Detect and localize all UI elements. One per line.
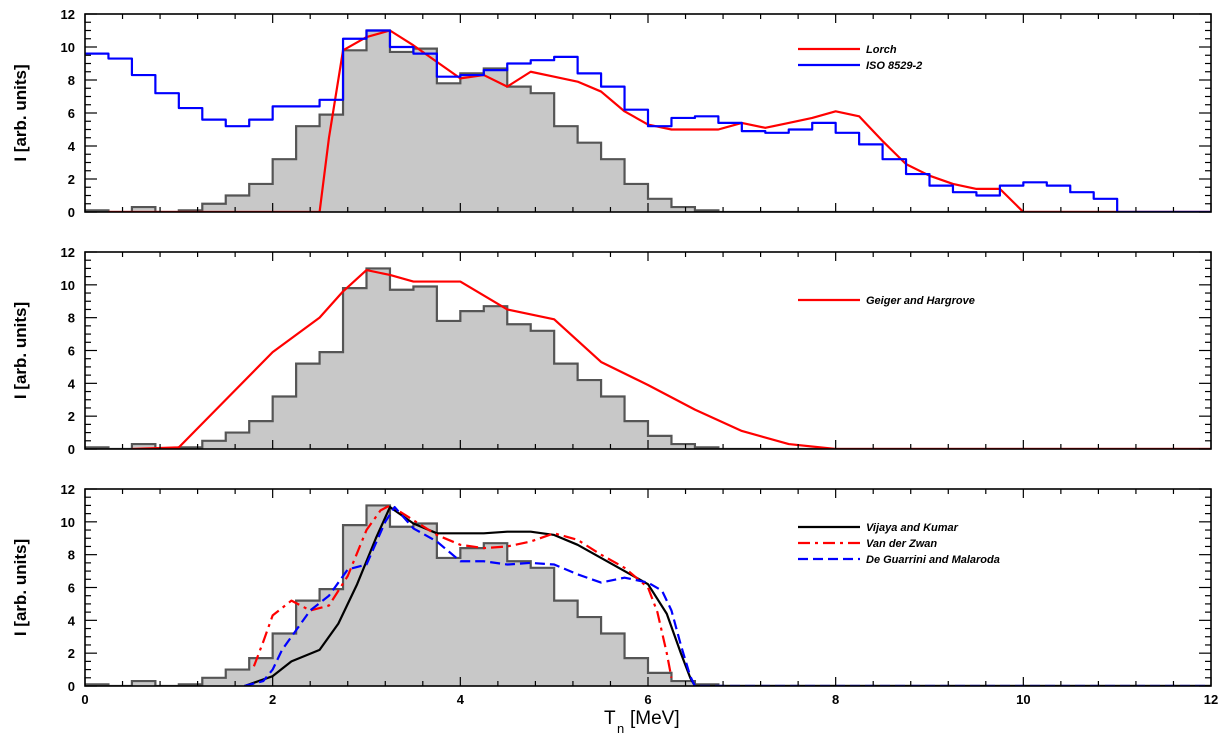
x-axis-label-subscript: n [617, 721, 624, 736]
y-tick-label: 10 [61, 40, 75, 55]
plot-area [85, 29, 1211, 212]
legend-label-1: ISO 8529-2 [866, 60, 922, 72]
y-tick-label: 8 [68, 311, 75, 326]
y-tick-label: 2 [68, 172, 75, 187]
y-tick-label: 2 [68, 646, 75, 661]
x-tick-label: 0 [81, 692, 88, 707]
legend-label-0: Geiger and Hargrove [866, 295, 975, 307]
panel-frame [84, 251, 1212, 450]
y-tick-label: 4 [68, 613, 76, 628]
x-axis-label-unit: [MeV] [630, 708, 680, 729]
legend-label-1: Van der Zwan [866, 538, 937, 550]
histogram-fill [85, 505, 1211, 686]
x-tick-label: 6 [644, 692, 651, 707]
panel-frame [84, 488, 1212, 687]
legend-label-2: De Guarrini and Malaroda [866, 554, 1000, 566]
y-tick-label: 4 [68, 139, 76, 154]
x-tick-label: 12 [1204, 692, 1218, 707]
series-0-1 [85, 29, 1211, 212]
y-tick-label: 12 [61, 482, 75, 497]
x-tick-label: 10 [1016, 692, 1030, 707]
y-tick-label: 8 [68, 73, 75, 88]
panel-middle: 0 2 4 6 8 10 12 I [arb. units] Geiger and Hargro… [11, 245, 1212, 457]
y-tick-label: 6 [68, 106, 75, 121]
legend: Lorch ISO 8529-2 [798, 44, 922, 72]
y-tick-label: 10 [61, 278, 75, 293]
legend: Vijaya and Kumar Van der Zwan De Guarrini … [798, 522, 1000, 566]
x-tick-label: 2 [269, 692, 276, 707]
series-2-1 [252, 504, 673, 678]
plot-area [85, 267, 1211, 449]
series-1-0 [131, 268, 1211, 449]
legend-label-0: Vijaya and Kumar [866, 522, 959, 534]
x-tick-label: 8 [832, 692, 839, 707]
y-tick-label: 4 [68, 376, 76, 391]
y-tick-label: 12 [61, 245, 75, 260]
panel-top: 0 2 4 6 8 10 12 I [arb. units] Lorch ISO 8529-2 [11, 7, 1212, 220]
histogram-fill [85, 30, 1211, 212]
panel-bottom: 0 2 4 6 8 10 12 0 2 4 6 8 10 12 I [arb. units] Vijaya a… [11, 482, 1218, 707]
y-tick-label: 12 [61, 7, 75, 22]
y-tick-label: 0 [68, 442, 75, 457]
y-tick-label: 8 [68, 548, 75, 563]
x-axis-label: T [604, 708, 616, 729]
x-tick-label: 4 [457, 692, 465, 707]
plot-area [85, 504, 1211, 686]
histogram-fill [85, 268, 1211, 449]
y-tick-label: 0 [68, 205, 75, 220]
histogram-outline [85, 267, 1211, 449]
series-2-0 [244, 505, 1211, 686]
y-tick-label: 6 [68, 344, 75, 359]
y-axis-label: I [arb. units] [11, 302, 30, 399]
panels: 0 2 4 6 8 10 12 I [arb. units] Lorch ISO 8529-2 0 2… [11, 7, 1218, 707]
y-tick-label: 0 [68, 679, 75, 694]
histogram-outline [85, 504, 1211, 686]
y-tick-label: 10 [61, 515, 75, 530]
y-tick-label: 6 [68, 581, 75, 596]
legend-label-0: Lorch [866, 44, 897, 56]
legend: Geiger and Hargrove [798, 295, 975, 307]
y-tick-label: 2 [68, 409, 75, 424]
y-axis-label: I [arb. units] [11, 539, 30, 636]
y-axis-label: I [arb. units] [11, 64, 30, 161]
series-2-2 [244, 505, 1211, 686]
